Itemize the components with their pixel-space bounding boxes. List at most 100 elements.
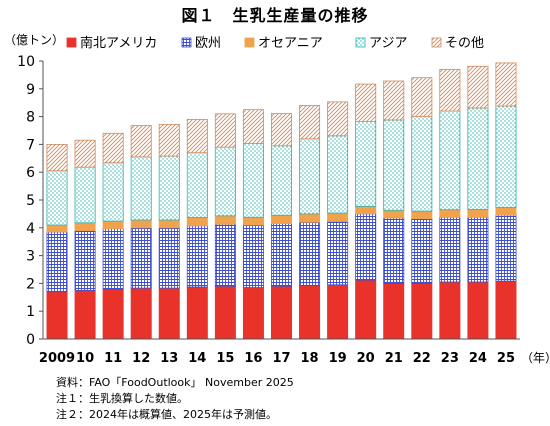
bar-segment	[242, 109, 264, 144]
bars	[46, 62, 517, 340]
bar-segment	[270, 223, 293, 287]
bar-segment	[74, 289, 96, 340]
chart-legend: 南北アメリカ 欧州 オセアニア アジア その他	[66, 35, 484, 51]
bar-segment	[411, 218, 433, 284]
bar-segment	[158, 219, 180, 229]
y-tick-label: 6	[26, 165, 35, 181]
bar-segment	[46, 231, 68, 293]
x-tick-label: 25	[497, 351, 515, 366]
bar-segment	[327, 101, 349, 137]
bar-segment	[355, 121, 377, 207]
bar-segment	[130, 125, 152, 158]
legend-swatch	[181, 37, 192, 48]
bar-segment	[439, 216, 461, 283]
bar-segment	[439, 68, 461, 112]
y-tick-label: 9	[26, 82, 35, 98]
bar-segment	[130, 156, 152, 221]
x-tick-label: 11	[104, 351, 122, 366]
x-tick-label: 12	[132, 351, 150, 366]
bar-segment	[158, 287, 180, 340]
bar-segment	[383, 80, 405, 121]
bar-segment	[102, 132, 124, 164]
bar-segment	[299, 213, 321, 223]
bar-segment	[186, 152, 208, 218]
x-tick-label: 13	[160, 351, 178, 366]
bar-segment	[242, 143, 264, 218]
x-tick-label: 15	[216, 351, 234, 366]
chart-title: 図１ 生乳生産量の推移	[181, 6, 369, 25]
bar-segment	[327, 284, 349, 340]
legend-swatch	[355, 37, 366, 48]
bar-segment	[102, 288, 124, 340]
bar-segment	[439, 209, 461, 218]
y-axis: （億トン） 0 1 2 3 4 5 6 7 8 9 10	[4, 33, 64, 348]
bar-segment	[46, 224, 68, 233]
x-tick-label: 2009	[39, 351, 75, 366]
bar-segment	[495, 280, 517, 340]
bar-segment	[270, 113, 293, 147]
legend-label: アジア	[369, 36, 407, 51]
bar-segment	[158, 155, 180, 221]
note-2: 注２：2024年は概算値、2025年は予測値。	[56, 408, 277, 421]
legend-swatch	[244, 37, 255, 48]
bar-segment	[186, 217, 208, 227]
y-tick-label: 3	[26, 249, 35, 265]
y-tick-label: 8	[26, 110, 35, 126]
bar-segment	[467, 107, 489, 210]
bar-segment	[411, 210, 433, 220]
bar-segment	[214, 285, 236, 340]
x-tick-label: 24	[469, 351, 487, 366]
bar-segment	[495, 105, 517, 208]
bar-segment	[270, 214, 293, 225]
bar-segment	[102, 220, 124, 230]
source-note: 資料：FAO「FoodOutlook」 November 2025	[56, 376, 294, 389]
bar-segment	[242, 224, 264, 288]
chart-notes: 資料：FAO「FoodOutlook」 November 2025 注１：生乳換…	[56, 375, 294, 423]
note-1: 注１：生乳換算した数値。	[56, 392, 188, 405]
bar-segment	[74, 166, 96, 224]
legend-label: 欧州	[195, 36, 221, 51]
bar-segment	[186, 118, 208, 154]
bar-segment	[327, 221, 349, 286]
bar-segment	[270, 285, 293, 340]
y-axis-label: （億トン）	[4, 33, 64, 47]
bar-segment	[158, 123, 180, 157]
x-tick-label: 18	[301, 351, 319, 366]
bar-segment	[439, 110, 461, 211]
bar-segment	[439, 281, 461, 340]
legend-label: その他	[445, 36, 484, 51]
bar-segment	[214, 223, 236, 287]
bar-segment	[411, 282, 433, 340]
x-axis-label: （年）	[521, 351, 550, 365]
bar-segment	[130, 227, 152, 289]
bar-segment	[327, 212, 349, 222]
bar-segment	[495, 214, 517, 282]
legend-swatch	[66, 37, 77, 48]
legend-label: オセアニア	[258, 36, 323, 51]
x-tick-label: 19	[329, 351, 347, 366]
bar-segment	[186, 225, 208, 288]
bar-segment	[74, 139, 96, 168]
bar-segment	[355, 213, 377, 281]
bar-segment	[214, 113, 236, 148]
bar-segment	[495, 62, 517, 107]
y-tick-label: 0	[26, 332, 35, 348]
bar-segment	[467, 209, 489, 218]
bar-segment	[355, 83, 377, 123]
bar-segment	[495, 207, 517, 216]
bar-segment	[46, 291, 68, 340]
bar-segment	[383, 217, 405, 284]
bar-segment	[242, 216, 264, 226]
y-tick-label: 5	[26, 193, 35, 209]
bar-segment	[158, 227, 180, 289]
bar-segment	[130, 219, 152, 229]
x-tick-label: 14	[188, 351, 206, 366]
x-tick-label: 10	[76, 351, 94, 366]
bar-segment	[383, 282, 405, 340]
bar-segment	[102, 228, 124, 290]
y-tick-label: 4	[26, 221, 35, 237]
bar-segment	[467, 65, 489, 109]
x-tick-label: 23	[441, 351, 459, 366]
x-tick-label: 20	[357, 351, 375, 366]
